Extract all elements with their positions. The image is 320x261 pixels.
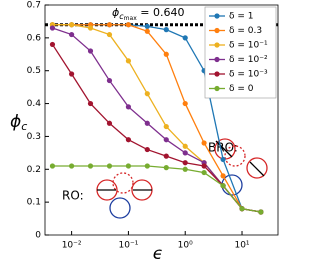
reference-label-part: = 0.640 — [137, 6, 185, 19]
data-point — [69, 163, 75, 169]
series-line — [52, 24, 262, 213]
data-point — [49, 41, 56, 48]
dashed-particle — [224, 145, 246, 167]
annotation: RO: — [62, 189, 84, 203]
legend-marker — [214, 85, 220, 92]
x-tick-label: 10⁻² — [62, 241, 82, 251]
data-point — [163, 123, 169, 130]
data-point — [87, 163, 94, 169]
data-point — [163, 51, 169, 57]
data-point — [106, 77, 113, 84]
y-tick-label: 0.4 — [27, 99, 42, 109]
data-point — [182, 150, 188, 156]
particle — [109, 197, 131, 219]
data-point — [87, 48, 94, 54]
data-point — [144, 91, 150, 97]
data-point — [163, 137, 169, 143]
y-label-symbol: ϕ — [10, 112, 21, 132]
legend-marker — [214, 42, 220, 48]
data-point — [106, 22, 113, 28]
reference-label-part: c — [119, 12, 124, 21]
legend-label: δ = 10⁻¹ — [229, 41, 268, 51]
x-tick-label: 10⁻¹ — [119, 241, 139, 251]
legend-marker — [214, 27, 220, 34]
reference-label: ϕcmax = 0.640 — [112, 6, 184, 22]
ro-diagram — [96, 172, 153, 219]
legend-label: δ = 10⁻³ — [229, 70, 268, 80]
chart: ϕc ϵ BRO: RO: 00.10.20.30.40.50.60.710⁻²… — [10, 1, 279, 261]
y-axis-label: ϕc — [10, 112, 27, 133]
y-tick-label: 0.6 — [27, 33, 42, 43]
x-tick-label: 10¹ — [234, 241, 249, 251]
data-point — [69, 22, 75, 28]
data-point — [182, 166, 188, 172]
y-tick-label: 0.2 — [27, 165, 41, 175]
y-tick-label: 0.3 — [27, 132, 41, 142]
x-tick-label: 10⁰ — [178, 241, 193, 251]
data-point — [87, 100, 94, 107]
data-point — [239, 206, 245, 212]
data-point — [87, 25, 94, 31]
legend-marker — [214, 56, 220, 63]
data-point — [182, 35, 188, 41]
legend-label: δ = 1 — [229, 12, 254, 22]
data-point — [201, 140, 207, 146]
data-point — [69, 31, 75, 38]
series-line — [52, 165, 262, 213]
data-point — [106, 163, 113, 169]
data-point — [163, 153, 169, 159]
y-label-sub: c — [21, 120, 27, 133]
data-point — [220, 183, 226, 189]
y-tick-label: 0.1 — [27, 198, 41, 208]
data-point — [125, 104, 132, 110]
x-axis-label: ϵ — [153, 244, 163, 261]
data-point — [125, 58, 132, 64]
reference-label-part: max — [124, 15, 138, 22]
data-point — [125, 22, 132, 28]
data-point — [144, 146, 150, 153]
data-point — [49, 163, 56, 169]
data-point — [201, 169, 207, 176]
data-point — [258, 209, 264, 215]
data-point — [144, 120, 150, 126]
data-point — [182, 143, 188, 149]
data-point — [144, 23, 150, 29]
data-point — [220, 156, 226, 163]
legend-box — [204, 6, 277, 99]
data-point — [163, 27, 169, 33]
y-tick-label: 0 — [35, 231, 41, 241]
data-point — [144, 28, 150, 34]
plot-frame — [44, 4, 279, 236]
legend-marker — [214, 71, 220, 77]
data-point — [182, 160, 188, 166]
data-point — [163, 165, 169, 171]
data-point — [125, 137, 132, 143]
data-point — [106, 31, 113, 38]
data-point — [106, 120, 113, 126]
particle — [246, 157, 268, 179]
dashed-particle — [112, 172, 134, 194]
arrow — [249, 161, 265, 177]
data-point — [220, 173, 226, 179]
legend-label: δ = 10⁻² — [229, 55, 268, 65]
data-point — [182, 100, 188, 107]
data-point — [49, 25, 56, 31]
legend-label: δ = 0.3 — [229, 26, 262, 36]
arrow — [215, 140, 233, 158]
data-point — [201, 163, 207, 169]
legend-marker — [214, 13, 220, 19]
reference-label-part: ϕ — [112, 6, 119, 19]
y-tick-label: 0.5 — [27, 66, 41, 76]
data-point — [144, 163, 150, 169]
data-point — [69, 71, 75, 77]
y-tick-label: 0.7 — [27, 1, 41, 11]
data-point — [125, 163, 132, 169]
legend-label: δ = 0 — [229, 84, 254, 94]
